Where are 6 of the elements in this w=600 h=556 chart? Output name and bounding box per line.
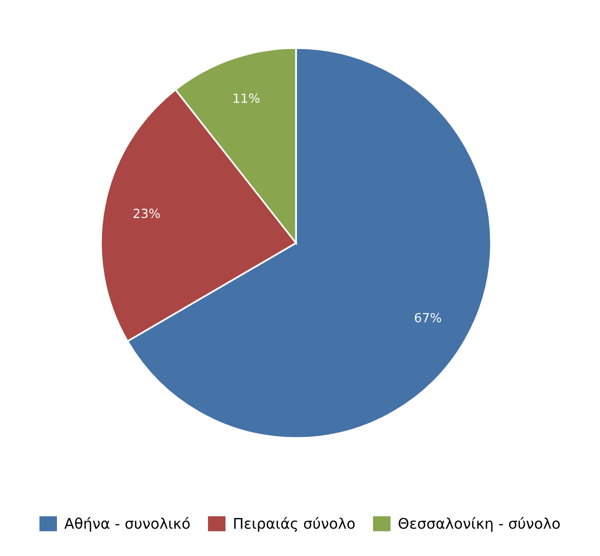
legend-label: Αθήνα - συνολικό <box>64 517 190 532</box>
data-label: 11% <box>234 93 260 103</box>
data-label: 23% <box>134 208 160 218</box>
data-label: 67% <box>414 312 442 322</box>
legend-label: Πειραιάς σύνολο <box>234 517 355 532</box>
legend-label: Θεσσαλονίκη - σύνολο <box>398 517 560 532</box>
